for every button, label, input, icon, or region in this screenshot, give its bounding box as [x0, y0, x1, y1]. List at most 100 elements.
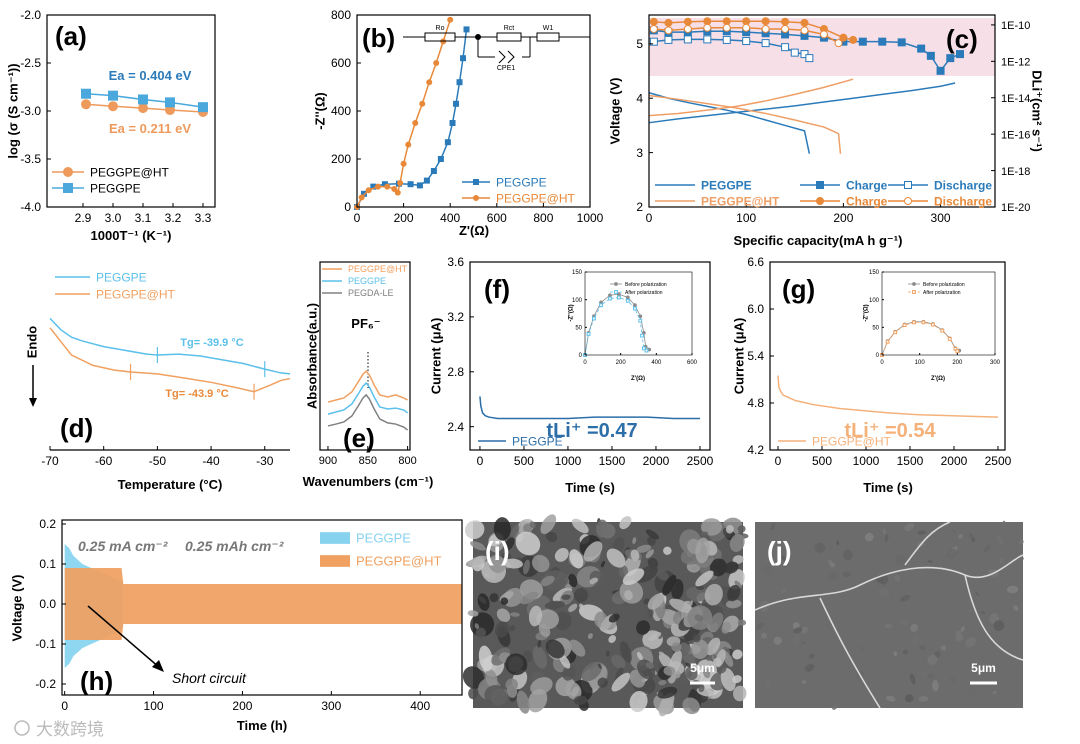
- sem-grain: [636, 620, 650, 635]
- sem-grain: [893, 651, 898, 657]
- panel-label: (d): [60, 413, 93, 443]
- data-point: [625, 295, 630, 300]
- sem-grain: [658, 692, 675, 717]
- sem-grain: [698, 684, 705, 693]
- y-tick-label: 50: [575, 325, 582, 331]
- data-point: [947, 337, 952, 341]
- sem-grain: [691, 639, 709, 659]
- x-axis-title: Specific capacity(mA h g⁻¹): [734, 233, 903, 248]
- sem-grain: [505, 678, 518, 691]
- sem-background: [755, 522, 1023, 708]
- sem-grain: [918, 696, 929, 702]
- sem-grain: [467, 610, 479, 617]
- annotation: 0.25 mA cm⁻²: [78, 538, 168, 554]
- sem-grain: [522, 523, 533, 533]
- sem-grain: [464, 520, 485, 540]
- data-point: [374, 183, 381, 190]
- x-tick-label: 200: [394, 211, 414, 225]
- series-line: [356, 19, 451, 208]
- sem-grain: [615, 667, 624, 682]
- data-point: [412, 120, 419, 126]
- x-tick-label: 200: [952, 360, 963, 366]
- y-tick-label: 800: [331, 8, 351, 22]
- sem-grain: [608, 613, 620, 623]
- sem-grain: [632, 537, 637, 545]
- sem-grain: [831, 704, 838, 710]
- plot-frame: [61, 519, 463, 696]
- sem-grain: [910, 623, 918, 632]
- sem-grain: [527, 688, 548, 713]
- sem-grain: [571, 518, 589, 534]
- sem-grain: [569, 639, 586, 657]
- legend-marker: [816, 181, 824, 189]
- sem-grain: [734, 580, 742, 588]
- sem-grain: [836, 540, 840, 546]
- data-point: [641, 346, 646, 351]
- legend-label: After polarization: [923, 290, 961, 296]
- legend-label: Discharge: [934, 178, 992, 192]
- x-tick-label: 900: [319, 455, 337, 467]
- sem-grain: [695, 585, 705, 591]
- data-point: [423, 177, 430, 184]
- sem-grain: [966, 684, 977, 695]
- sem-grain: [968, 608, 973, 612]
- sem-grain: [462, 666, 485, 689]
- sem-grain: [712, 657, 722, 667]
- x-tick-label: 0: [354, 211, 361, 225]
- x-tick-label: 500: [514, 454, 534, 468]
- data-point: [198, 102, 208, 113]
- y-tick-label: 6.6: [747, 255, 764, 269]
- x-tick-label: 2500: [687, 454, 714, 468]
- data-point: [664, 18, 673, 27]
- y-tick-label: 100: [572, 298, 583, 304]
- sem-grain: [827, 572, 839, 581]
- y-tick-label: 0.1: [39, 557, 56, 571]
- y-tick-label: 400: [331, 104, 351, 118]
- sem-image: [462, 514, 749, 717]
- sem-grain: [1007, 585, 1019, 594]
- data-point: [608, 296, 612, 301]
- panel-label: (f): [484, 274, 510, 304]
- x-tick-label: -30: [256, 454, 274, 468]
- sem-grain: [488, 555, 506, 574]
- data-point: [397, 180, 404, 186]
- sem-grain: [711, 654, 715, 661]
- data-point: [940, 328, 945, 333]
- data-point: [625, 298, 630, 303]
- y-tick-label: 600: [331, 56, 351, 70]
- sem-grain: [882, 528, 887, 535]
- sem-grain: [762, 565, 772, 576]
- series-line: [327, 381, 409, 415]
- sem-grain: [709, 612, 724, 632]
- data-point: [683, 35, 692, 44]
- sem-grain: [904, 694, 914, 703]
- sem-grain: [662, 574, 677, 596]
- sem-grain: [528, 605, 543, 627]
- y2-axis-title: DLi⁺(cm² s⁻¹): [1030, 70, 1045, 152]
- sem-grain: [770, 523, 776, 531]
- sem-grain: [489, 593, 499, 603]
- series-line: [648, 78, 854, 117]
- legend-label: Before polarization: [923, 282, 965, 288]
- sem-grain: [949, 677, 956, 683]
- sem-grain: [700, 531, 709, 537]
- series-line: [777, 375, 998, 418]
- sem-grain: [573, 588, 588, 603]
- sem-grain: [540, 575, 555, 587]
- series-line: [648, 82, 956, 124]
- sem-grain: [474, 623, 480, 630]
- data-point: [108, 101, 118, 112]
- data-point: [463, 26, 470, 33]
- sem-grain: [510, 612, 520, 617]
- sem-grain: [895, 553, 906, 565]
- legend-label: PEGGPE@HT: [90, 165, 170, 179]
- sem-grain: [619, 641, 632, 663]
- data-point: [456, 79, 463, 86]
- data-point: [912, 320, 916, 325]
- x-axis-title: Z'(Ω): [459, 223, 489, 238]
- sem-grain: [692, 634, 701, 643]
- sem-image: [754, 520, 1024, 710]
- x-axis-title: 1000T⁻¹ (K⁻¹): [91, 228, 172, 243]
- x-tick-label: 1000: [577, 211, 604, 225]
- sem-grain: [520, 591, 539, 605]
